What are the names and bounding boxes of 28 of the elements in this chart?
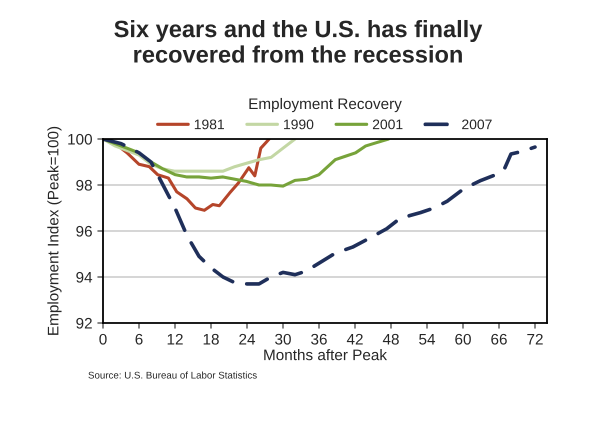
- x-tick-label: 30: [275, 334, 291, 345]
- x-tick-label: 18: [204, 334, 219, 345]
- x-tick-label: 24: [239, 334, 256, 344]
- x-axis-title: Months after Peak: [264, 349, 388, 360]
- source-note: Source: U.S. Bureau of Labor Statistics: [88, 371, 257, 379]
- x-tick-label: 0: [99, 334, 107, 345]
- x-tick-label: 42: [346, 334, 363, 344]
- legend-label: 1981: [194, 119, 224, 130]
- chart-title: Six years and the U.S. has finally recovered from the recession: [114, 20, 482, 63]
- y-axis-title: Employment Index (Peak=100): [47, 126, 62, 335]
- y-tick-label: 94: [76, 272, 92, 283]
- legend-title: Employment Recovery: [249, 98, 402, 112]
- y-tick-label: 96: [76, 226, 92, 237]
- legend-label: 2007: [462, 119, 492, 130]
- legend-label: 2001: [372, 119, 402, 130]
- line-series: [103, 139, 537, 286]
- x-tick-label: 72: [527, 334, 543, 344]
- y-tick-label: 92: [76, 318, 92, 329]
- y-tick-label: 98: [76, 180, 92, 191]
- y-tick-label: 100: [68, 134, 92, 145]
- x-tick-label: 36: [311, 334, 327, 345]
- x-tick-label: 48: [382, 334, 399, 345]
- legend-label: 1990: [284, 119, 314, 130]
- x-tick-label: 6: [136, 334, 143, 345]
- x-tick-label: 66: [491, 334, 507, 345]
- x-tick-label: 60: [455, 334, 471, 345]
- x-tick-label: 12: [168, 334, 183, 344]
- x-tick-label: 54: [419, 334, 436, 345]
